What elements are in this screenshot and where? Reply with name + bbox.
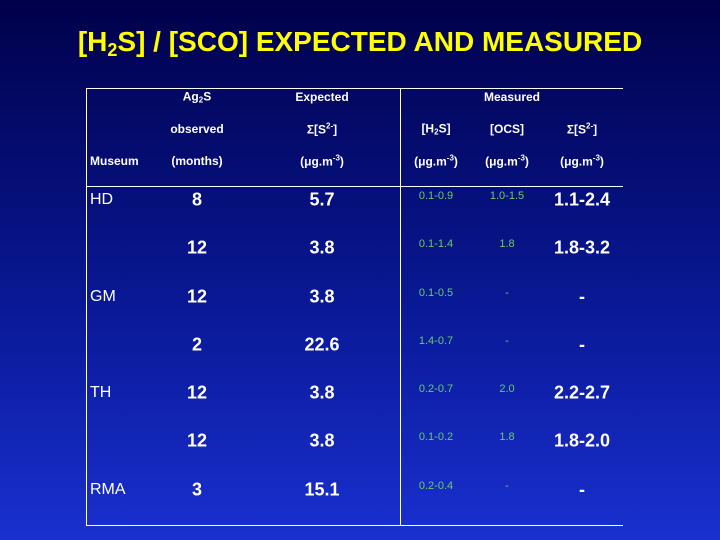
table-cell: 0.1-0.2 xyxy=(418,431,454,443)
table-cell: 12 xyxy=(186,286,208,307)
table-cell: 22.6 xyxy=(304,334,340,355)
header-cell: Expected xyxy=(295,90,349,104)
table-cell: 3.8 xyxy=(309,237,335,258)
table-rule xyxy=(400,88,401,525)
table-cell: 1.8-3.2 xyxy=(553,237,611,258)
table-cell: - xyxy=(579,334,585,355)
table-cell: 1.0-1.5 xyxy=(489,190,525,202)
table-cell: GM xyxy=(90,288,116,305)
header-cell: Σ[S2-] xyxy=(307,122,337,137)
text: (μg.m xyxy=(560,154,593,169)
header-cell: Ag2S xyxy=(183,90,211,105)
title-text: [H xyxy=(77,26,108,57)
header-cell: (months) xyxy=(171,154,223,168)
table-cell: 5.7 xyxy=(309,189,335,210)
header-cell: (μg.m-3) xyxy=(414,154,458,169)
table-cell: - xyxy=(505,287,509,299)
table-cell: 1.8 xyxy=(499,238,515,250)
table-cell: - xyxy=(505,480,509,492)
header-cell: (μg.m-3) xyxy=(560,154,604,169)
table-rule xyxy=(86,186,623,187)
header-cell: Museum xyxy=(90,154,139,168)
table-cell: 15.1 xyxy=(304,479,340,500)
text: ) xyxy=(599,154,604,169)
superscript: -3 xyxy=(517,153,525,163)
text: S xyxy=(203,89,212,104)
table-rule xyxy=(86,525,623,526)
table-cell: 1.4-0.7 xyxy=(418,335,454,347)
table-cell: 12 xyxy=(186,237,208,258)
text: (μg.m xyxy=(485,154,518,169)
table-cell: 0.1-0.9 xyxy=(418,190,454,202)
table-cell: 1.8-2.0 xyxy=(553,430,611,451)
table-cell: - xyxy=(505,335,509,347)
text: ) xyxy=(524,154,529,169)
header-cell: Measured xyxy=(483,90,541,104)
table-cell: HD xyxy=(90,191,114,208)
table-cell: 8 xyxy=(191,189,203,210)
text: S] xyxy=(438,121,451,136)
header-cell: (μg.m-3) xyxy=(485,154,529,169)
text: ] xyxy=(593,122,598,137)
text: Σ[S xyxy=(306,122,327,137)
table-cell: 12 xyxy=(186,430,208,451)
table-cell: 3.8 xyxy=(309,286,335,307)
table-cell: 2 xyxy=(191,334,203,355)
header-cell: [OCS] xyxy=(490,122,524,136)
table-cell: - xyxy=(579,286,585,307)
table-cell: 0.1-0.5 xyxy=(418,287,454,299)
text: Ag xyxy=(182,89,199,104)
table-rule xyxy=(86,88,623,89)
superscript: -3 xyxy=(446,153,454,163)
text: [H xyxy=(421,121,435,136)
table-cell: TH xyxy=(90,384,112,401)
table-cell: 0.2-0.7 xyxy=(418,383,454,395)
header-cell: (μg.m-3) xyxy=(300,154,344,169)
table-cell: - xyxy=(579,479,585,500)
header-cell: [H2S] xyxy=(421,122,450,137)
table-cell: 12 xyxy=(186,382,208,403)
table-cell: 3.8 xyxy=(309,430,335,451)
text: ) xyxy=(453,154,458,169)
text: Σ[S xyxy=(566,122,587,137)
table-cell: 3.8 xyxy=(309,382,335,403)
table-cell: 0.1-1.4 xyxy=(418,238,454,250)
text: (μg.m xyxy=(414,154,447,169)
title-subscript: 2 xyxy=(107,40,118,60)
table-cell: RMA xyxy=(90,481,126,498)
text: ) xyxy=(339,154,344,169)
header-cell: Σ[S2-] xyxy=(567,122,597,137)
table-cell: 2.2-2.7 xyxy=(553,382,611,403)
table-cell: 3 xyxy=(191,479,203,500)
superscript: -3 xyxy=(332,153,340,163)
table-cell: 2.0 xyxy=(499,383,515,395)
header-cell: observed xyxy=(170,122,224,136)
table-cell: 0.2-0.4 xyxy=(418,480,454,492)
table-cell: 1.8 xyxy=(499,431,515,443)
title-text: S] / [SCO] EXPECTED AND MEASURED xyxy=(117,26,643,57)
subscript: 2 xyxy=(198,95,204,105)
slide-title: [H2S] / [SCO] EXPECTED AND MEASURED xyxy=(0,26,720,61)
text: (μg.m xyxy=(300,154,333,169)
text: ] xyxy=(333,122,338,137)
table-rule xyxy=(86,88,87,525)
table-cell: 1.1-2.4 xyxy=(553,189,611,210)
superscript: 2- xyxy=(586,121,594,131)
superscript: 2- xyxy=(326,121,334,131)
superscript: -3 xyxy=(592,153,600,163)
subscript: 2 xyxy=(434,127,439,137)
